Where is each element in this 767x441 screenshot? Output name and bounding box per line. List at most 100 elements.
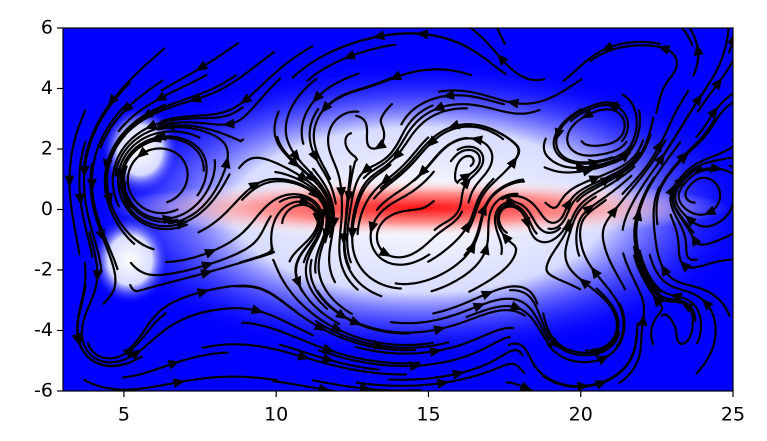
stream-arrow [220,156,231,169]
stream-arrow [674,175,686,188]
stream-arrow [460,220,471,234]
stream-arrow [562,219,572,233]
stream-arrow [248,181,262,192]
stream-arrow [447,119,461,130]
stream-arrow [153,130,167,141]
stream-arrow [343,49,357,60]
x-tick-label: 20 [569,404,593,426]
stream-arrow [289,149,301,162]
y-tick-label: -2 [34,259,53,281]
stream-arrow [665,184,675,198]
y-tick-label: 6 [41,17,53,39]
stream-arrow [637,313,648,327]
stream-arrow [727,32,733,46]
stream-arrow [657,45,671,55]
stream-arrow [344,190,355,204]
stream-arrow [477,203,487,217]
stream-arrow [691,93,703,107]
stream-arrow [452,369,465,380]
stream-arrow [74,193,85,206]
stream-arrow [501,232,513,245]
stream-arrow [201,261,215,272]
stream-arrow [172,378,186,389]
stream-arrow [304,171,317,184]
stream-arrow [318,383,331,391]
stream-arrow [154,91,168,102]
stream-arrow [72,334,83,347]
stream-arrow [107,93,120,107]
stream-arrow [509,301,523,311]
stream-arrow [144,119,158,130]
stream-arrow [578,277,592,290]
stream-arrow [680,302,694,313]
stream-arrow [313,320,327,331]
stream-arrow [200,269,214,279]
stream-arrow [347,227,358,240]
stream-arrow [360,162,373,175]
stream-arrow [554,127,565,141]
y-tick-label: 2 [41,138,53,160]
stream-arrow [711,77,723,91]
stream-arrow [121,101,134,114]
stream-arrow [136,146,149,159]
stream-arrow [505,196,519,206]
stream-arrow [601,41,615,51]
stream-arrow [684,214,697,227]
stream-arrow [519,381,533,391]
stream-arrow [442,89,455,100]
x-tick-label: 10 [264,404,288,426]
y-tick-label: 0 [41,198,53,220]
stream-arrow [308,149,319,163]
stream-arrow [291,275,301,289]
field-glow [90,215,170,305]
stream-arrow [470,135,483,146]
stream-arrow [479,242,490,256]
stream-arrow [321,353,335,363]
stream-arrow [660,263,672,277]
stream-arrow [703,205,717,216]
stream-arrow [122,346,136,358]
stream-arrow [312,212,323,225]
y-tick-label: -6 [34,380,53,402]
stream-arrow [239,93,253,105]
x-tick-label: 25 [721,404,745,426]
x-tick-label: 5 [118,404,130,426]
stream-arrow [432,101,446,111]
stream-arrow [195,60,209,71]
stream-arrow [701,298,714,311]
y-tick-label: -4 [34,319,53,341]
stream-arrow [459,172,473,184]
stream-arrow [312,90,325,103]
stream-arrow [222,118,235,129]
stream-arrow [336,186,347,200]
stream-arrow [506,98,520,109]
stream-arrow [618,150,631,163]
stream-arrow [196,288,210,298]
stream-arrow [520,216,531,230]
stream-arrow [691,233,702,247]
stream-arrow [330,322,344,333]
stream-arrow [496,53,509,66]
stream-arrow [693,43,704,56]
stream-arrow [436,378,450,389]
stream-arrow [433,325,447,336]
stream-arrow [203,249,217,259]
stream-arrow [307,187,320,200]
stream-arrow [79,165,90,178]
stream-arrow [582,204,595,216]
stream-arrow [409,361,423,372]
stream-arrow [129,349,142,361]
stream-arrow [653,294,665,308]
stream-arrow [581,108,595,119]
stream-arrow [64,175,75,188]
stream-arrow [380,173,393,185]
stream-arrow [679,260,692,273]
stream-arrow [707,106,719,120]
stream-arrow [374,139,387,150]
stream-arrow [588,175,602,185]
stream-arrow [86,178,97,191]
stream-arrow [676,152,689,165]
stream-arrow [606,205,619,219]
stream-arrow [472,302,486,313]
